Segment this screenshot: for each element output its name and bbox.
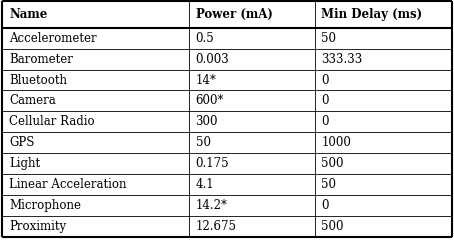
Text: 0: 0	[321, 74, 329, 86]
Text: 0: 0	[321, 199, 329, 212]
Text: 14*: 14*	[196, 74, 217, 86]
Text: 500: 500	[321, 220, 344, 233]
Text: Power (mA): Power (mA)	[196, 8, 272, 21]
Text: 300: 300	[196, 115, 218, 128]
Text: Bluetooth: Bluetooth	[9, 74, 67, 86]
Text: 0: 0	[321, 115, 329, 128]
Text: GPS: GPS	[9, 136, 35, 149]
Text: 50: 50	[196, 136, 211, 149]
Text: 14.2*: 14.2*	[196, 199, 227, 212]
Text: Camera: Camera	[9, 94, 56, 107]
Text: 12.675: 12.675	[196, 220, 237, 233]
Text: 0.5: 0.5	[196, 32, 214, 45]
Text: 1000: 1000	[321, 136, 351, 149]
Text: 50: 50	[321, 32, 336, 45]
Text: Microphone: Microphone	[9, 199, 81, 212]
Text: Linear Acceleration: Linear Acceleration	[9, 178, 127, 191]
Text: Proximity: Proximity	[9, 220, 66, 233]
Text: 500: 500	[321, 157, 344, 170]
Text: 50: 50	[321, 178, 336, 191]
Text: Min Delay (ms): Min Delay (ms)	[321, 8, 423, 21]
Text: 0.003: 0.003	[196, 53, 229, 66]
Text: 0: 0	[321, 94, 329, 107]
Text: Barometer: Barometer	[9, 53, 73, 66]
Text: 333.33: 333.33	[321, 53, 363, 66]
Text: Name: Name	[9, 8, 47, 21]
Text: 4.1: 4.1	[196, 178, 214, 191]
Text: Light: Light	[9, 157, 40, 170]
Text: 0.175: 0.175	[196, 157, 229, 170]
Text: Cellular Radio: Cellular Radio	[9, 115, 94, 128]
Text: Accelerometer: Accelerometer	[9, 32, 97, 45]
Text: 600*: 600*	[196, 94, 224, 107]
